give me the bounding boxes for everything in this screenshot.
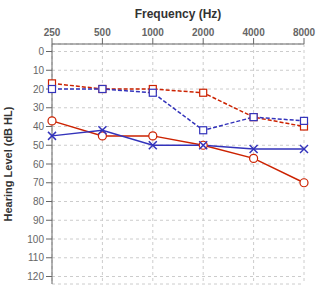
svg-text:0: 0 bbox=[38, 46, 44, 57]
svg-text:70: 70 bbox=[33, 177, 45, 188]
svg-text:40: 40 bbox=[33, 121, 45, 132]
svg-text:90: 90 bbox=[33, 215, 45, 226]
svg-text:120: 120 bbox=[27, 271, 44, 282]
svg-text:30: 30 bbox=[33, 102, 45, 113]
svg-text:250: 250 bbox=[44, 27, 61, 38]
svg-text:110: 110 bbox=[28, 252, 44, 263]
svg-text:80: 80 bbox=[33, 196, 45, 207]
svg-text:4000: 4000 bbox=[242, 27, 265, 38]
svg-text:20: 20 bbox=[33, 84, 45, 95]
svg-text:50: 50 bbox=[33, 140, 45, 151]
svg-text:Frequency (Hz): Frequency (Hz) bbox=[135, 7, 222, 21]
svg-text:8000: 8000 bbox=[293, 27, 310, 38]
svg-text:100: 100 bbox=[27, 234, 44, 245]
svg-text:500: 500 bbox=[94, 27, 111, 38]
svg-text:Hearing Level (dB HL): Hearing Level (dB HL) bbox=[8, 106, 14, 221]
svg-text:2000: 2000 bbox=[192, 27, 215, 38]
svg-text:60: 60 bbox=[33, 159, 45, 170]
svg-text:10: 10 bbox=[33, 65, 45, 76]
svg-text:1000: 1000 bbox=[142, 27, 165, 38]
